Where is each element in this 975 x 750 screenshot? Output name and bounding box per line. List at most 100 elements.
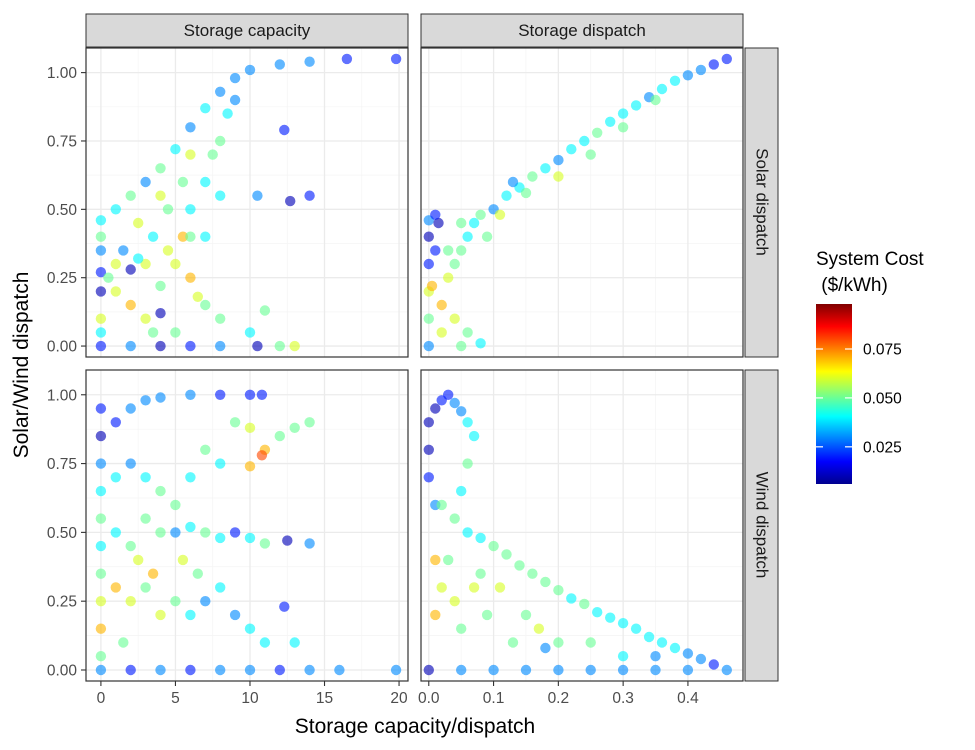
scatter-point (170, 327, 181, 338)
scatter-point (617, 651, 629, 662)
scatter-point (650, 651, 661, 662)
y-tick-label: 1.00 (47, 387, 78, 404)
scatter-point (185, 609, 196, 621)
scatter-point (695, 653, 707, 665)
scatter-point (95, 651, 107, 662)
scatter-point (155, 190, 166, 201)
scatter-point (155, 392, 166, 403)
scatter-point (423, 231, 434, 242)
scatter-point (155, 664, 166, 676)
y-tick-label: 0.00 (47, 662, 78, 679)
scatter-point (423, 472, 434, 483)
scatter-point (185, 340, 196, 352)
scatter-point (423, 664, 434, 676)
scatter-point (110, 258, 122, 270)
scatter-point (553, 154, 564, 166)
scatter-point (456, 245, 467, 256)
scatter-point (185, 204, 196, 215)
scatter-point (443, 272, 454, 283)
scatter-point (95, 327, 107, 338)
scatter-point (650, 94, 661, 106)
scatter-point (95, 403, 107, 414)
scatter-point (125, 403, 136, 414)
scatter-point (304, 56, 315, 67)
scatter-point (155, 308, 166, 319)
scatter-point (617, 108, 629, 119)
scatter-point (682, 648, 694, 659)
scatter-point (289, 422, 300, 433)
scatter-point (540, 642, 551, 654)
scatter-point (605, 116, 616, 128)
scatter-point (133, 253, 144, 264)
scatter-point (585, 149, 596, 160)
scatter-point (566, 144, 577, 155)
scatter-point (430, 245, 441, 256)
scatter-point (443, 554, 454, 566)
scatter-point (456, 217, 467, 229)
scatter-point (185, 521, 196, 533)
scatter-point (118, 637, 129, 648)
legend-title-line2: ($/kWh) (816, 275, 888, 296)
scatter-point (95, 596, 107, 607)
scatter-point (170, 144, 181, 155)
panel-border (85, 47, 409, 358)
scatter-point (200, 299, 211, 311)
scatter-point (449, 596, 460, 607)
scatter-point (110, 472, 122, 483)
scatter-point (259, 637, 271, 648)
scatter-point (95, 513, 107, 524)
scatter-point (185, 231, 196, 242)
scatter-point (244, 422, 256, 433)
scatter-point (229, 527, 241, 538)
scatter-point (133, 217, 144, 229)
scatter-point (285, 195, 296, 207)
legend-tick-label: 0.050 (863, 390, 902, 407)
scatter-point (229, 609, 241, 621)
scatter-point (118, 245, 129, 256)
scatter-point (95, 568, 107, 579)
scatter-point (125, 664, 136, 676)
scatter-point (540, 163, 551, 174)
scatter-point (527, 568, 538, 579)
scatter-point (507, 637, 519, 648)
scatter-point (229, 94, 241, 106)
panel-background (421, 370, 743, 681)
scatter-point (103, 272, 114, 283)
y-tick-label: 0.75 (47, 456, 77, 473)
scatter-point (147, 327, 159, 338)
x-tick-label: 5 (171, 690, 180, 707)
scatter-point (456, 340, 467, 352)
scatter-point (520, 664, 532, 676)
scatter-point (95, 485, 107, 497)
scatter-point (177, 231, 189, 242)
scatter-point (669, 642, 681, 654)
y-axis-title: Solar/Wind dispatch (10, 272, 33, 459)
scatter-point (215, 582, 226, 593)
scatter-point (630, 100, 642, 111)
scatter-point (110, 527, 122, 538)
scatter-point (334, 664, 345, 676)
x-tick-label: 0.4 (677, 690, 699, 707)
scatter-point (304, 538, 315, 549)
scatter-point (200, 176, 211, 188)
y-tick-label: 0.25 (47, 594, 77, 611)
scatter-point (682, 70, 694, 81)
panel-capacity-wind (85, 369, 409, 682)
scatter-point (200, 596, 211, 607)
scatter-point (110, 286, 122, 297)
scatter-point (192, 568, 203, 579)
scatter-point (436, 299, 447, 311)
scatter-point (133, 554, 144, 566)
strip-col-storage-capacity: Storage capacity (85, 13, 409, 48)
y-axis-top: 0.00 0.25 0.50 0.75 1.00 (47, 65, 86, 356)
scatter-point (341, 53, 353, 65)
x-axis-left: 0 5 10 15 20 (97, 681, 408, 707)
x-tick-label: 0 (97, 690, 106, 707)
scatter-point (215, 313, 226, 324)
panel-border (85, 369, 409, 682)
legend-title-line1: System Cost (816, 249, 924, 270)
scatter-point (259, 538, 271, 549)
panel-background (86, 370, 408, 681)
scatter-point (125, 596, 136, 607)
